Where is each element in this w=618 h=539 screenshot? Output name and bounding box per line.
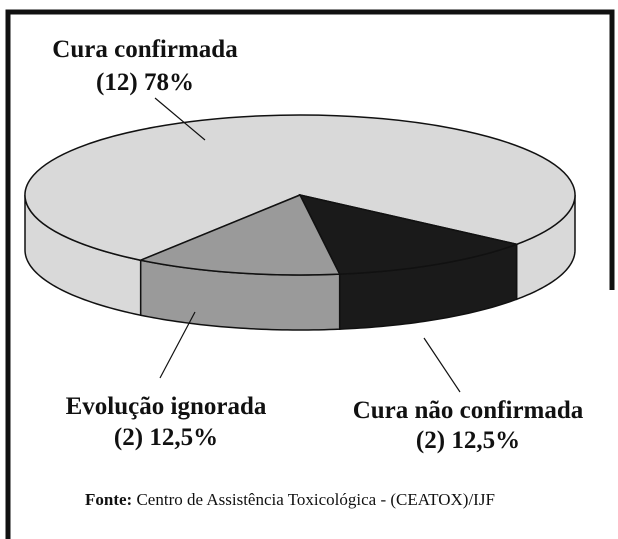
leader-line: [154, 97, 206, 141]
source-text: Centro de Assistência Toxicológica - (CE…: [136, 490, 494, 509]
slice-label: Evolução ignorada: [66, 393, 267, 420]
slice: [24, 114, 576, 261]
leader-line: [423, 337, 461, 393]
slice-value-label: (2) 12,5%: [114, 424, 218, 451]
slice-label: Cura não confirmada: [353, 397, 584, 424]
slice-label: Cura confirmada: [52, 36, 238, 63]
slice: [298, 193, 520, 275]
slice: [138, 194, 341, 276]
slice-value-label: (2) 12,5%: [416, 427, 520, 454]
slice-value-label: (12) 78%: [96, 69, 194, 96]
leader-line: [159, 311, 196, 379]
frame: [5, 9, 615, 539]
source-label: Fonte:: [85, 490, 132, 509]
pie: [24, 114, 576, 331]
source: Fonte: Centro de Assistência Toxicológic…: [85, 490, 495, 509]
